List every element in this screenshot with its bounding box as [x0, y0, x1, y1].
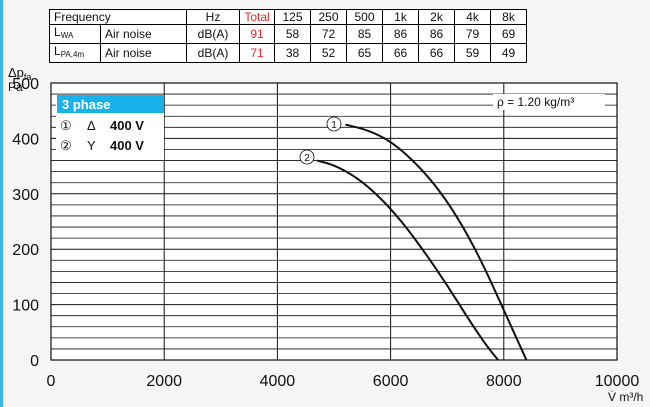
- y-axis-label: Δpfa: [8, 65, 31, 82]
- row-band: 69: [490, 24, 527, 44]
- table-row: LWA Air noise dB(A) 91 58 72 85 86 86 79…: [49, 24, 527, 44]
- header-500: 500: [346, 9, 383, 25]
- curve-1: [345, 123, 528, 361]
- curves: [316, 123, 528, 361]
- plot-border: [50, 82, 618, 361]
- row-symbol-text: L: [54, 44, 61, 58]
- curve-marker-1-circle: [326, 116, 342, 132]
- y-tick-label: 200: [12, 242, 39, 259]
- tick-labels: 0 2000 4000 6000 8000 10000 0 100 200 300 400 500: [12, 76, 639, 390]
- curve-marker-2: 2: [299, 149, 315, 165]
- left-accent-bar: [0, 0, 3, 407]
- y-axis-label-sub: fa: [24, 72, 32, 82]
- x-tick-label: 2000: [146, 373, 182, 390]
- row-symbol-text: L: [54, 25, 61, 39]
- x-axis-label: V̇ m³/h: [608, 390, 643, 404]
- legend-marker-1: ①: [60, 118, 72, 133]
- curve-marker-2-circle: [299, 149, 315, 165]
- row-band: 49: [490, 43, 527, 63]
- table-row: LPA,4m Air noise dB(A) 71 38 52 65 66 66…: [49, 43, 527, 63]
- y-tick-label: 100: [12, 298, 39, 315]
- legend-volt-1: 400 V: [110, 118, 144, 133]
- legend-conn-2: Y: [87, 138, 96, 153]
- row-band: 65: [346, 43, 383, 63]
- density-label-bg: [493, 94, 605, 110]
- row-symbol-sub: PA,4m: [60, 50, 85, 59]
- header-8k: 8k: [490, 9, 527, 25]
- y-axis-label-main: Δp: [8, 65, 24, 80]
- legend-volt-2: 400 V: [110, 138, 144, 153]
- row-total: 71: [239, 43, 275, 63]
- legend-conn-1: Δ: [87, 118, 96, 133]
- x-tick-label: 6000: [373, 373, 409, 390]
- curve-marker-2-text: 2: [304, 153, 310, 164]
- x-tick-label: 0: [47, 373, 56, 390]
- y-axis-unit: Pa: [8, 80, 23, 94]
- noise-table: Frequency Hz Total 125 250 500 1k 2k 4k …: [49, 9, 527, 63]
- y-tick-label: 300: [12, 187, 39, 204]
- legend-marker-2: ②: [60, 138, 72, 153]
- x-tick-label: 10000: [595, 373, 640, 390]
- row-band: 66: [418, 43, 455, 63]
- y-tick-label: 500: [12, 76, 39, 93]
- row-desc: Air noise: [100, 24, 187, 44]
- legend: 3 phase ① Δ 400 V ② Y 400 V: [56, 95, 164, 160]
- plot-frame: [50, 82, 618, 361]
- curve-2: [316, 159, 499, 361]
- row-symbol-sub: WA: [60, 31, 74, 40]
- density-label: ρ = 1.20 kg/m³: [497, 95, 574, 109]
- row-unit: dB(A): [186, 43, 240, 63]
- row-band: 86: [418, 24, 455, 44]
- y-tick-label: 0: [30, 353, 39, 370]
- x-tick-label: 8000: [486, 373, 522, 390]
- y-tick-label: 400: [12, 131, 39, 148]
- row-symbol: LPA,4m: [49, 43, 101, 63]
- legend-title-bar: [57, 95, 164, 113]
- legend-title: 3 phase: [62, 97, 110, 112]
- x-tick-label: 4000: [260, 373, 296, 390]
- curve-marker-1-text: 1: [331, 120, 337, 131]
- curve-marker-1: 1: [326, 116, 342, 132]
